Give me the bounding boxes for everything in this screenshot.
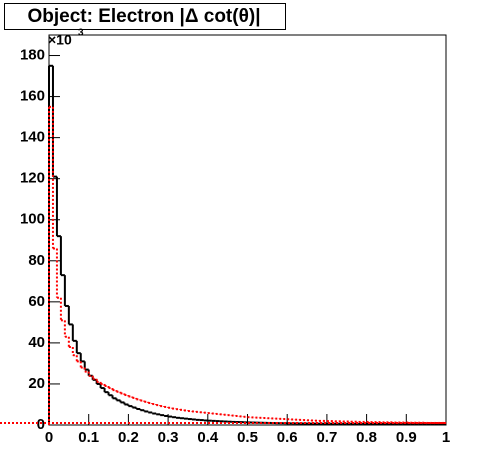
y-tick-label: 160	[20, 88, 45, 105]
x-tick-label: 0.8	[356, 429, 377, 446]
y-tick-label: 100	[20, 211, 45, 228]
y-tick-label: 120	[20, 170, 45, 187]
x-tick-label: 0.6	[277, 429, 298, 446]
plot-frame	[48, 34, 447, 426]
x-tick-label: 0.4	[197, 429, 219, 446]
y-tick-label: 60	[28, 293, 45, 310]
y-multiplier-exponent: 3	[78, 28, 84, 39]
x-tick-label: 0.1	[78, 429, 99, 446]
x-tick-label: 0.3	[158, 429, 179, 446]
x-tick-label: 1	[442, 429, 450, 446]
x-tick-label: 0.5	[237, 429, 258, 446]
title-box	[4, 3, 286, 30]
x-tick-label: 0	[45, 429, 53, 446]
y-tick-label: 0	[37, 416, 45, 433]
x-tick-label: 0.7	[316, 429, 337, 446]
y-tick-label: 140	[20, 129, 45, 146]
y-tick-label: 20	[28, 375, 45, 392]
y-tick-label: 180	[20, 46, 45, 63]
y-tick-label: 40	[28, 334, 45, 351]
x-tick-label: 0.2	[118, 429, 139, 446]
y-tick-label: 80	[28, 252, 45, 269]
y-multiplier: ×10	[48, 32, 72, 48]
x-tick-label: 0.9	[396, 429, 417, 446]
chart-title: Object: Electron |Δ cot(θ)|	[27, 6, 260, 27]
